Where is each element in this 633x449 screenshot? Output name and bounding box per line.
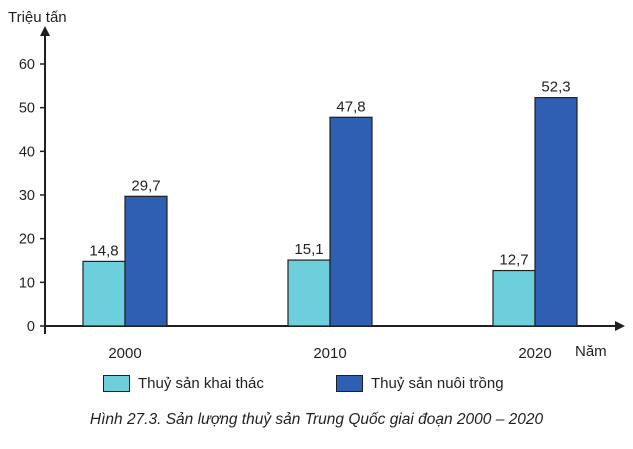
y-tick-label: 0 xyxy=(27,319,35,335)
y-tick-label: 40 xyxy=(19,144,35,160)
legend-swatch-khai-thac xyxy=(103,374,130,392)
bar-value-label: 14,8 xyxy=(89,242,118,259)
x-tick-label: 2020 xyxy=(518,345,551,362)
legend-item-khai-thac: Thuỷ sản khai thác xyxy=(103,371,264,395)
bar-khai-thac xyxy=(287,259,331,327)
bar-nuoi-trong xyxy=(329,116,373,327)
bar-nuoi-trong xyxy=(534,97,578,327)
bar-nuoi-trong xyxy=(124,195,168,327)
bar-khai-thac xyxy=(82,260,126,327)
y-tick-label: 20 xyxy=(19,232,35,248)
figure-caption: Hình 27.3. Sản lượng thuỷ sản Trung Quốc… xyxy=(89,411,544,428)
y-axis-arrow xyxy=(40,26,50,36)
bar-value-label: 15,1 xyxy=(294,241,323,258)
y-tick-label: 30 xyxy=(19,188,35,204)
bar-khai-thac xyxy=(492,269,536,327)
legend-swatch-nuoi-trong xyxy=(336,374,363,392)
legend-label-khai-thac: Thuỷ sản khai thác xyxy=(138,374,264,392)
bar-value-label: 47,8 xyxy=(336,98,365,115)
x-axis-arrow xyxy=(615,321,625,331)
y-axis-title: Triệu tấn xyxy=(8,9,67,26)
y-tick-label: 10 xyxy=(19,275,35,291)
legend-label-nuoi-trong: Thuỷ sản nuôi trồng xyxy=(371,374,504,392)
legend-item-nuoi-trong: Thuỷ sản nuôi trồng xyxy=(336,371,504,395)
x-tick-label: 2000 xyxy=(108,345,141,362)
bar-value-label: 52,3 xyxy=(541,79,570,96)
bar-value-label: 29,7 xyxy=(131,177,160,194)
y-tick-label: 60 xyxy=(19,57,35,73)
x-axis-title: Năm xyxy=(575,343,607,360)
x-tick-label: 2010 xyxy=(313,345,346,362)
y-tick-label: 50 xyxy=(19,101,35,117)
chart-legend: Thuỷ sản khai thác Thuỷ sản nuôi trồng xyxy=(0,371,633,395)
bar-value-label: 12,7 xyxy=(499,252,528,269)
